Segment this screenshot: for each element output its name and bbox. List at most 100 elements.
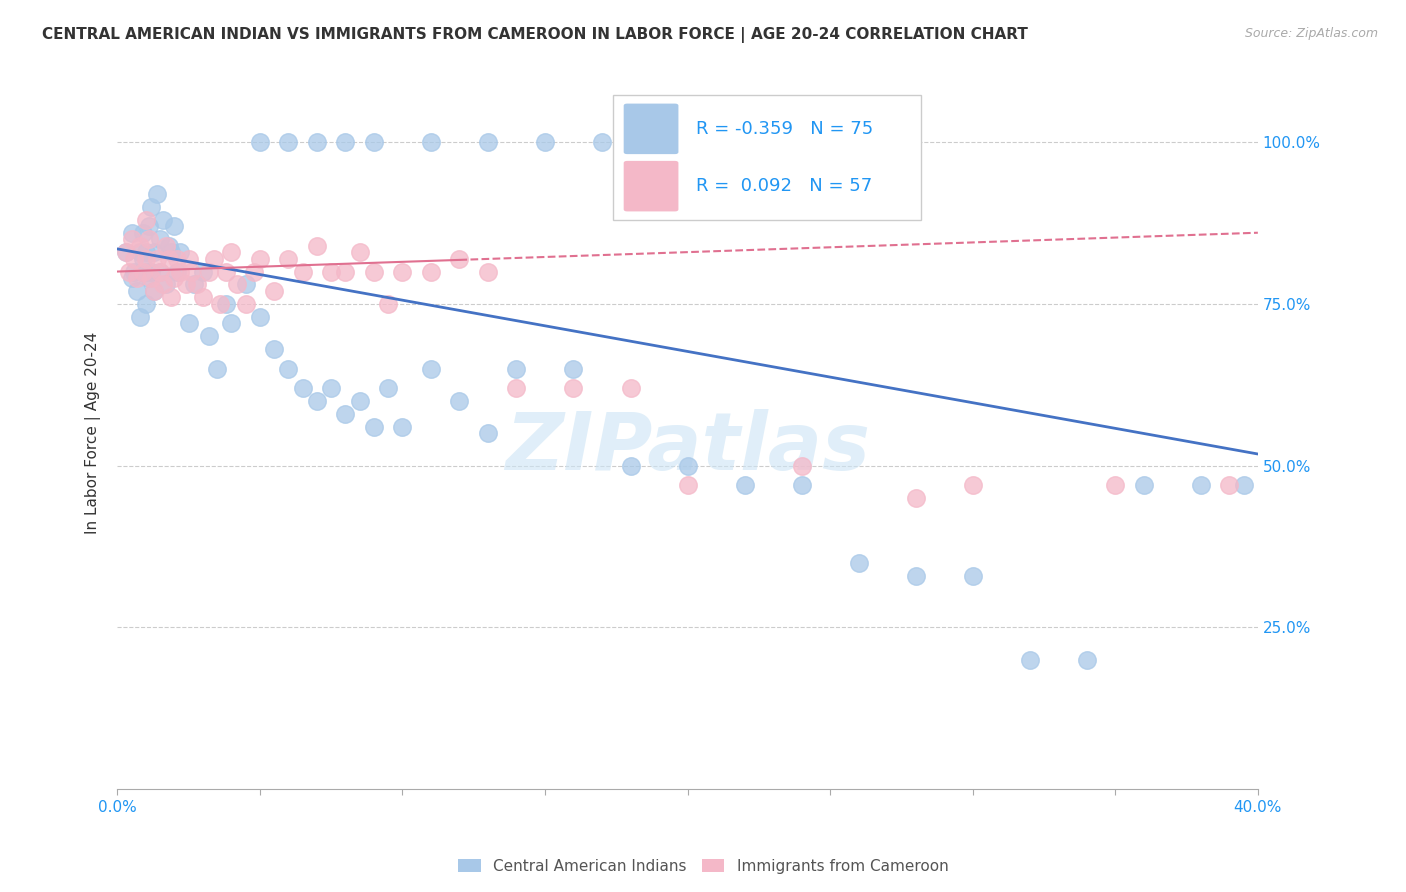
Point — [449, 252, 471, 266]
Point — [186, 277, 208, 292]
Point — [335, 407, 357, 421]
Point — [180, 264, 202, 278]
Point — [363, 135, 385, 149]
Point — [135, 297, 157, 311]
Point — [152, 277, 174, 292]
Point — [676, 458, 699, 473]
Point — [160, 290, 183, 304]
FancyBboxPatch shape — [624, 103, 679, 154]
Point — [904, 568, 927, 582]
Point — [263, 284, 285, 298]
Point — [152, 212, 174, 227]
Point — [155, 277, 177, 292]
Point — [177, 316, 200, 330]
Point — [1218, 478, 1240, 492]
Point — [121, 232, 143, 246]
Point — [146, 186, 169, 201]
Point — [349, 245, 371, 260]
Point — [149, 264, 172, 278]
Point — [208, 297, 231, 311]
Text: ZIPatlas: ZIPatlas — [505, 409, 870, 486]
Point — [790, 458, 813, 473]
Point — [141, 200, 163, 214]
Point — [391, 419, 413, 434]
Point — [562, 361, 585, 376]
Point — [129, 238, 152, 252]
Point — [121, 226, 143, 240]
Point — [132, 264, 155, 278]
Text: R = -0.359   N = 75: R = -0.359 N = 75 — [696, 120, 873, 138]
Point — [141, 271, 163, 285]
Point — [138, 232, 160, 246]
Text: CENTRAL AMERICAN INDIAN VS IMMIGRANTS FROM CAMEROON IN LABOR FORCE | AGE 20-24 C: CENTRAL AMERICAN INDIAN VS IMMIGRANTS FR… — [42, 27, 1028, 43]
Point — [291, 381, 314, 395]
Point — [157, 252, 180, 266]
Point — [221, 245, 243, 260]
Point — [277, 135, 299, 149]
Point — [226, 277, 249, 292]
Point — [619, 381, 641, 395]
Point — [141, 264, 163, 278]
Point — [149, 232, 172, 246]
Point — [129, 310, 152, 324]
Point — [848, 556, 870, 570]
Point — [114, 245, 136, 260]
Point — [221, 316, 243, 330]
Point — [335, 264, 357, 278]
Point — [419, 361, 441, 376]
Point — [790, 478, 813, 492]
Point — [477, 426, 499, 441]
Point — [962, 568, 984, 582]
Point — [734, 478, 756, 492]
Point — [132, 226, 155, 240]
Point — [349, 393, 371, 408]
Point — [648, 135, 671, 149]
Point — [163, 219, 186, 234]
Point — [191, 264, 214, 278]
Point — [1076, 653, 1098, 667]
Point — [197, 329, 219, 343]
Point — [124, 252, 146, 266]
Point — [363, 264, 385, 278]
Y-axis label: In Labor Force | Age 20-24: In Labor Force | Age 20-24 — [86, 332, 101, 534]
Point — [1133, 478, 1156, 492]
Point — [166, 264, 188, 278]
Point — [166, 252, 188, 266]
Point — [335, 135, 357, 149]
Point — [138, 219, 160, 234]
Point — [174, 277, 197, 292]
Legend: Central American Indians, Immigrants from Cameroon: Central American Indians, Immigrants fro… — [451, 853, 955, 880]
Point — [305, 135, 328, 149]
Point — [419, 135, 441, 149]
Point — [619, 458, 641, 473]
Point — [118, 264, 141, 278]
Point — [214, 297, 236, 311]
Point — [305, 238, 328, 252]
Point — [291, 264, 314, 278]
Point — [243, 264, 266, 278]
Point — [127, 271, 149, 285]
Point — [377, 381, 399, 395]
Point — [235, 297, 257, 311]
Point — [177, 252, 200, 266]
Point — [1018, 653, 1040, 667]
Point — [163, 271, 186, 285]
Point — [321, 264, 343, 278]
Point — [183, 277, 205, 292]
Point — [191, 290, 214, 304]
FancyBboxPatch shape — [613, 95, 921, 219]
Point — [143, 284, 166, 298]
Point — [1232, 478, 1254, 492]
Point — [562, 381, 585, 395]
Point — [477, 264, 499, 278]
Point — [477, 135, 499, 149]
Point — [149, 264, 172, 278]
Point — [157, 238, 180, 252]
Point — [235, 277, 257, 292]
Point — [121, 271, 143, 285]
Point — [143, 284, 166, 298]
Point — [135, 264, 157, 278]
Point — [263, 342, 285, 356]
Point — [155, 238, 177, 252]
Point — [169, 264, 191, 278]
